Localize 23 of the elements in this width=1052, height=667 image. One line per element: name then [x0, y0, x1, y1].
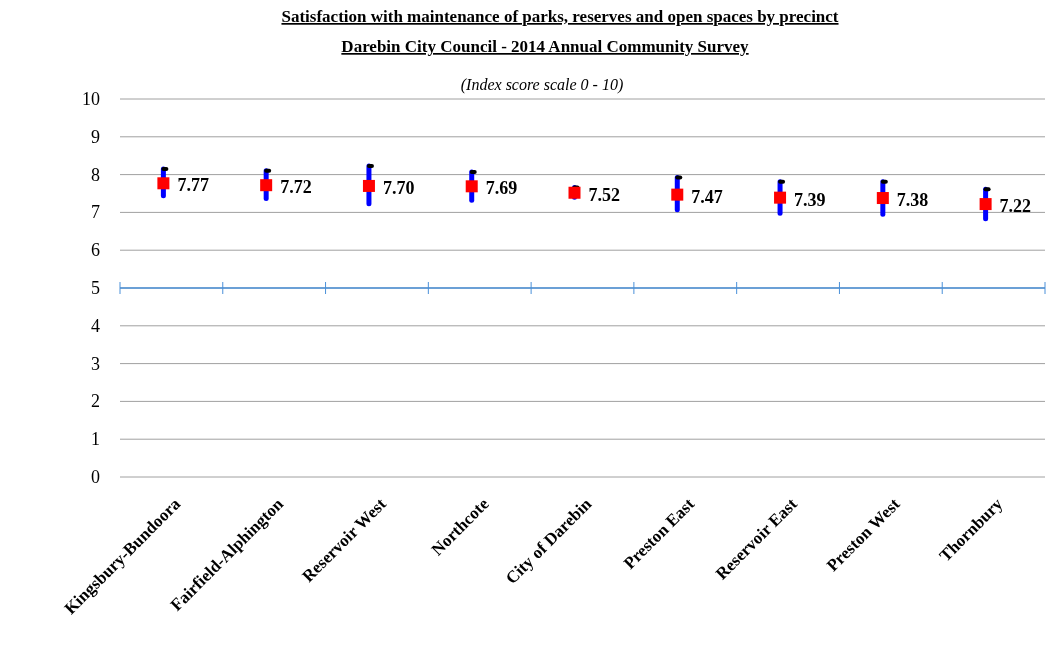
data-label: 7.70	[382, 177, 415, 198]
y-tick-label: 3	[91, 353, 100, 374]
text: (Index score scale 0 - 10)	[460, 76, 624, 94]
y-tick-label: 1	[91, 429, 100, 450]
y-tick-label: 4	[91, 315, 100, 336]
chart-title: Satisfaction with maintenance of parks, reserves and open spaces by precinct	[281, 7, 839, 26]
y-tick-label: 0	[91, 467, 100, 487]
y-tick-label: 8	[91, 164, 100, 185]
y-tick-label: 2	[91, 391, 100, 412]
y-tick-label: 5	[91, 278, 100, 298]
data-label: 7.69	[485, 178, 518, 199]
chart-subtitle: Darebin City Council - 2014 Annual Community Survey	[341, 37, 750, 56]
y-tick-label: 10	[82, 89, 100, 109]
y-tick-label: 6	[91, 240, 100, 261]
data-label: 7.38	[896, 190, 929, 211]
y-tick-label: 7	[91, 202, 100, 223]
data-label: 7.77	[177, 175, 209, 196]
data-label: 7.72	[280, 177, 312, 198]
data-label: 7.39	[794, 189, 826, 210]
data-label: 7.52	[588, 184, 620, 205]
data-label: 7.47	[691, 186, 723, 207]
y-tick-label: 9	[91, 126, 100, 147]
data-label: 7.22	[999, 196, 1032, 217]
